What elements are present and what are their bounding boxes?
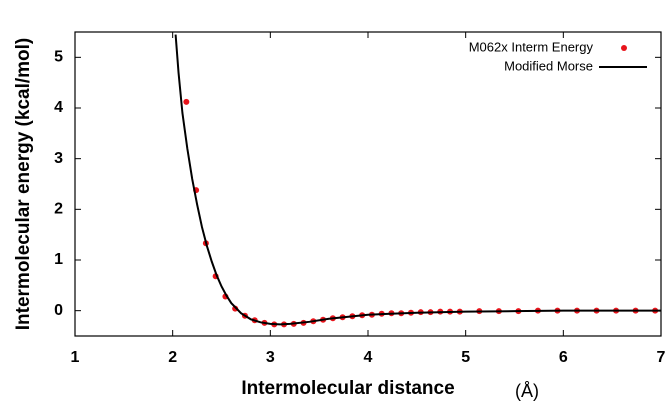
data-point (232, 305, 239, 312)
x-axis-unit: (Å) (515, 381, 539, 401)
x-tick-label: 4 (364, 349, 373, 366)
legend-marker (621, 45, 627, 51)
legend-label: M062x Interm Energy (469, 39, 594, 54)
x-tick-label: 5 (461, 349, 470, 366)
y-tick-label: 3 (54, 150, 63, 167)
y-tick-label: 0 (54, 302, 63, 319)
y-tick-label: 2 (54, 201, 63, 218)
plot-frame (74, 31, 662, 337)
x-tick-label: 7 (657, 349, 665, 366)
x-tick-label: 3 (266, 349, 275, 366)
plot-area (174, 34, 661, 328)
y-tick-label: 4 (54, 99, 63, 116)
x-axis-label: Intermolecular distance (241, 378, 454, 399)
x-tick-label: 1 (71, 349, 80, 366)
y-tick-label: 5 (54, 49, 63, 66)
y-tick-label: 1 (54, 251, 63, 268)
fit-line (174, 34, 661, 326)
y-axis-label: Intermolecular energy (kcal/mol) (13, 38, 34, 331)
data-point (183, 98, 190, 105)
x-tick-label: 2 (168, 349, 177, 366)
x-tick-label: 6 (559, 349, 568, 366)
legend-label: Modified Morse (504, 58, 593, 73)
